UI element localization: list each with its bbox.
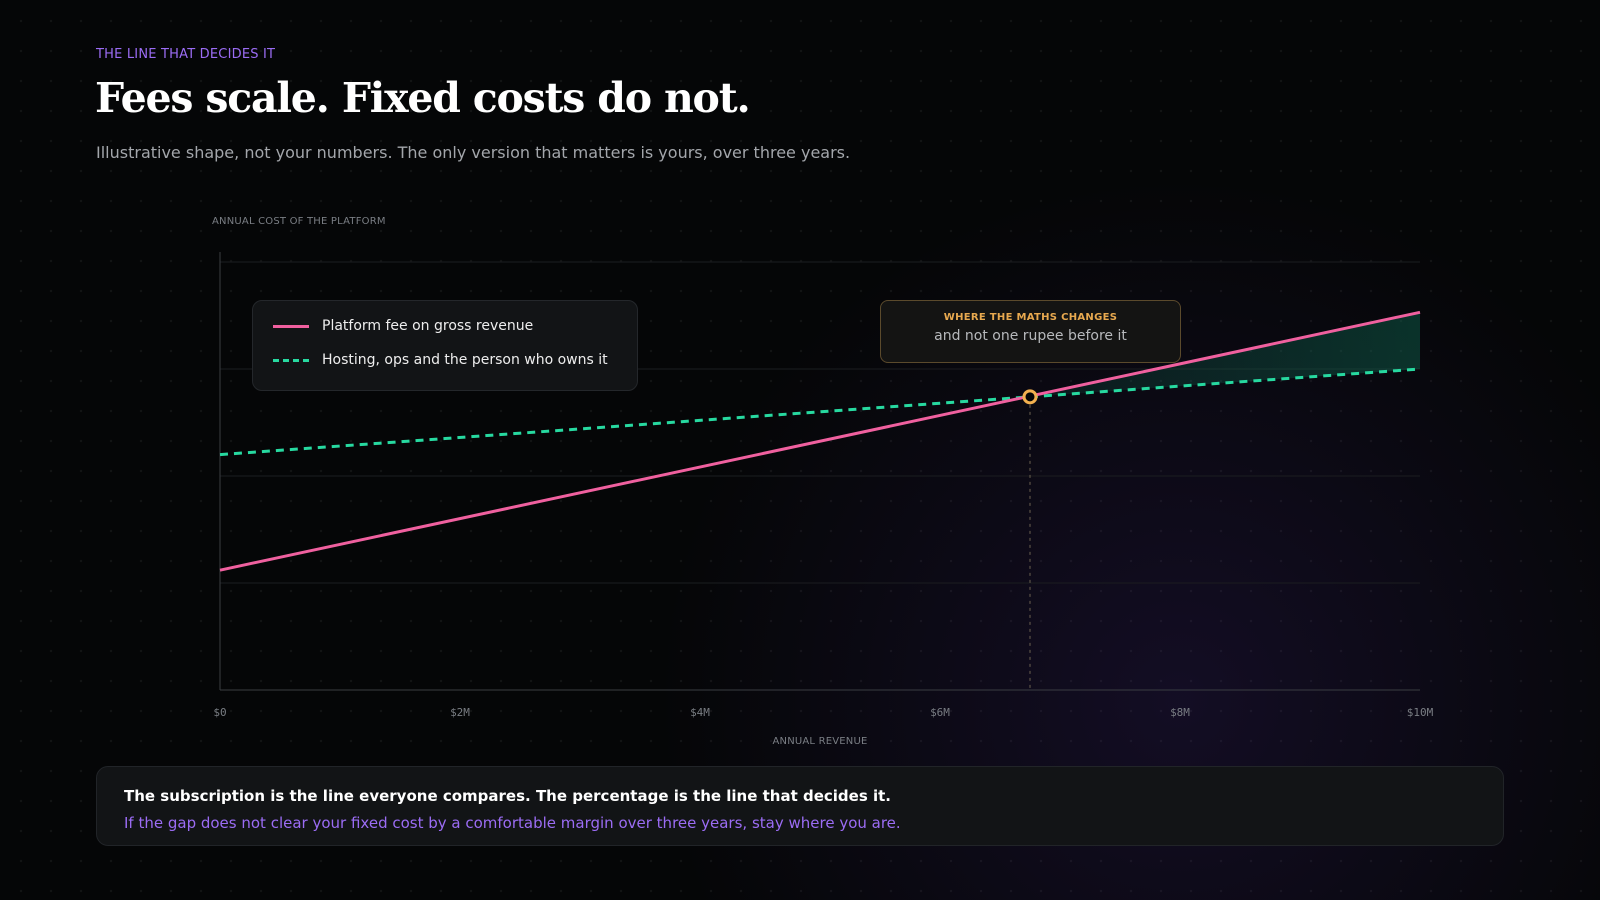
annotation-body: and not one rupee before it — [934, 328, 1127, 344]
series-line-platform-fee — [219, 310, 1421, 572]
takeaway-callout: The subscription is the line everyone co… — [96, 766, 1504, 846]
legend-label: Hosting, ops and the person who owns it — [322, 352, 608, 368]
legend-swatch-solid — [273, 324, 309, 328]
legend-item-platform-fee: Platform fee on gross revenue — [273, 318, 533, 334]
annotation-heading: WHERE THE MATHS CHANGES — [943, 312, 1118, 323]
callout-primary-text: The subscription is the line everyone co… — [124, 787, 891, 805]
legend-label: Platform fee on gross revenue — [322, 318, 534, 334]
x-tick-label: $0 — [213, 706, 226, 719]
page-subtitle: Illustrative shape, not your numbers. Th… — [96, 143, 851, 162]
callout-secondary-text: If the gap does not clear your fixed cos… — [124, 814, 901, 832]
series-line-hosting-ops — [219, 367, 1421, 457]
x-tick-label: $6M — [930, 706, 950, 719]
eyebrow-label: THE LINE THAT DECIDES IT — [96, 47, 276, 62]
x-tick-label: $4M — [690, 706, 710, 719]
crossover-annotation: WHERE THE MATHS CHANGES and not one rupe… — [880, 300, 1181, 363]
x-tick-label: $2M — [450, 706, 470, 719]
x-tick-label: $8M — [1170, 706, 1190, 719]
chart-legend: Platform fee on gross revenue Hosting, o… — [252, 300, 638, 391]
x-tick-label: $10M — [1407, 706, 1434, 719]
legend-swatch-dashed — [273, 358, 309, 362]
page-title: Fees scale. Fixed costs do not. — [95, 74, 751, 122]
crossover-marker — [1022, 389, 1038, 405]
x-axis-title: ANNUAL REVENUE — [772, 736, 868, 747]
y-axis-title: ANNUAL COST OF THE PLATFORM — [212, 216, 386, 227]
legend-item-hosting-ops: Hosting, ops and the person who owns it — [273, 352, 608, 368]
x-tick-labels: $0 $2M $4M $6M $8M $10M — [213, 706, 1433, 719]
